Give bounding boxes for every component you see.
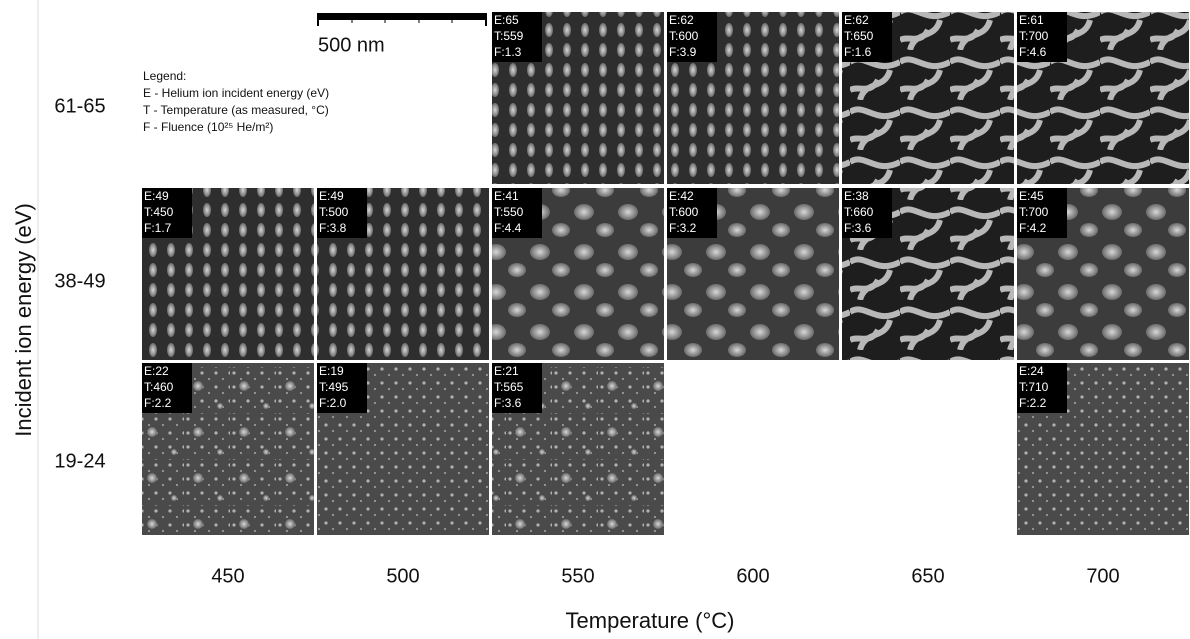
column-label: 550 — [561, 565, 594, 587]
caption-text: F:2.2 — [144, 396, 172, 410]
column-label: 700 — [1086, 565, 1119, 587]
caption-text: T:550 — [494, 205, 524, 219]
y-axis-title: Incident ion energy (eV) — [11, 203, 36, 437]
caption-text: E:41 — [494, 189, 519, 203]
caption-text: E:22 — [144, 364, 169, 378]
caption-text: F:3.6 — [494, 396, 522, 410]
caption-text: F:2.0 — [319, 396, 347, 410]
caption-text: E:24 — [1019, 364, 1044, 378]
row-label: 61-65 — [54, 95, 105, 117]
caption-text: T:495 — [319, 380, 349, 394]
caption-text: T:450 — [144, 205, 174, 219]
caption-text: F:4.6 — [1019, 45, 1047, 59]
caption-text: T:600 — [669, 29, 699, 43]
caption-text: E:45 — [1019, 189, 1044, 203]
caption-text: T:700 — [1019, 205, 1049, 219]
scale-bar-label: 500 nm — [318, 34, 385, 56]
caption-text: E:42 — [669, 189, 694, 203]
caption-text: F:4.2 — [1019, 221, 1047, 235]
caption-text: T:660 — [844, 205, 874, 219]
caption-text: T:559 — [494, 29, 524, 43]
column-label: 600 — [736, 565, 769, 587]
caption-text: T:650 — [844, 29, 874, 43]
caption-text: E:49 — [144, 189, 169, 203]
caption-text: F:1.7 — [144, 221, 172, 235]
caption-text: E:62 — [669, 13, 694, 27]
caption-text: F:1.3 — [494, 45, 522, 59]
column-label: 500 — [386, 565, 419, 587]
legend-item: F - Fluence (10²⁵ He/m²) — [143, 120, 273, 134]
legend-title: Legend: — [143, 69, 186, 83]
caption-text: T:700 — [1019, 29, 1049, 43]
column-label: 650 — [911, 565, 944, 587]
caption-text: T:710 — [1019, 380, 1049, 394]
caption-text: E:62 — [844, 13, 869, 27]
row-label: 19-24 — [54, 450, 105, 472]
caption-text: T:500 — [319, 205, 349, 219]
column-label: 450 — [211, 565, 244, 587]
figure: Incident ion energy (eV) Temperature (°C… — [0, 0, 1190, 639]
caption-text: T:460 — [144, 380, 174, 394]
scale-bar — [318, 13, 486, 26]
caption-text: F:1.6 — [844, 45, 872, 59]
caption-text: T:600 — [669, 205, 699, 219]
caption-text: E:49 — [319, 189, 344, 203]
caption-text: F:3.2 — [669, 221, 697, 235]
caption-text: F:3.9 — [669, 45, 697, 59]
legend-item: E - Helium ion incident energy (eV) — [143, 86, 329, 100]
caption-text: F:3.6 — [844, 221, 872, 235]
caption-text: T:565 — [494, 380, 524, 394]
row-label: 38-49 — [54, 270, 105, 292]
legend-item: T - Temperature (as measured, °C) — [143, 103, 329, 117]
caption-text: E:38 — [844, 189, 869, 203]
caption-text: E:65 — [494, 13, 519, 27]
caption-text: F:2.2 — [1019, 396, 1047, 410]
caption-text: E:19 — [319, 364, 344, 378]
caption-text: F:4.4 — [494, 221, 522, 235]
caption-text: E:21 — [494, 364, 519, 378]
caption-text: F:3.8 — [319, 221, 347, 235]
caption-text: E:61 — [1019, 13, 1044, 27]
x-axis-title: Temperature (°C) — [566, 608, 735, 633]
